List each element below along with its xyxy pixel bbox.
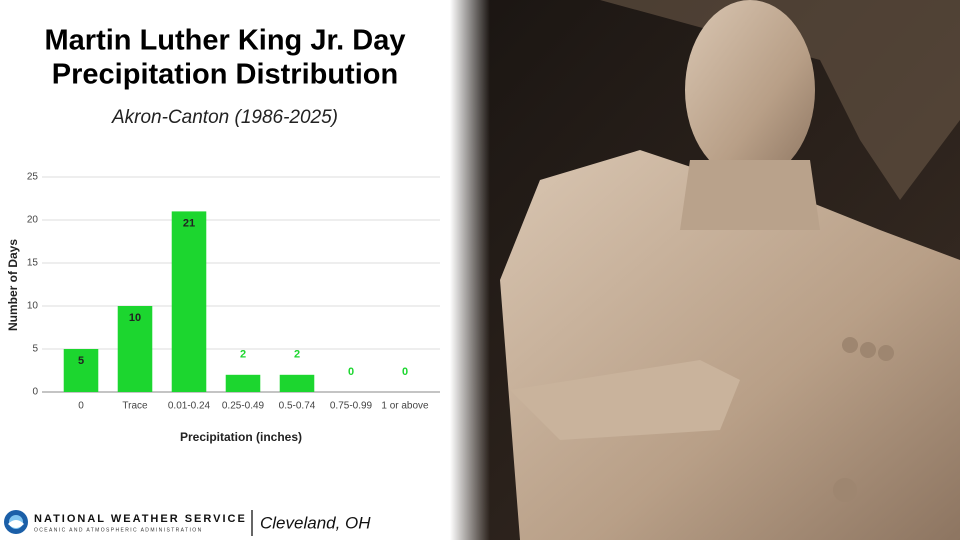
y-axis-title: Number of Days — [6, 239, 20, 331]
y-tick-label: 10 — [27, 301, 39, 312]
y-tick-label: 15 — [27, 258, 39, 269]
x-tick-label: Trace — [122, 401, 148, 412]
agency-subname: OCEANIC AND ATMOSPHERIC ADMINISTRATION — [34, 527, 203, 533]
nws-logo — [4, 510, 28, 534]
agency-name: NATIONAL WEATHER SERVICE — [34, 513, 247, 525]
chart-subtitle: Akron-Canton (1986-2025) — [111, 107, 338, 128]
chart-title: Precipitation Distribution — [52, 59, 398, 91]
value-label: 5 — [78, 355, 84, 367]
bar — [63, 349, 99, 392]
x-tick-label: 0.01-0.24 — [168, 401, 211, 412]
y-tick-label: 0 — [32, 387, 38, 398]
value-label: 0 — [402, 366, 408, 378]
x-tick-label: 0.5-0.74 — [279, 401, 316, 412]
value-label: 21 — [183, 217, 195, 229]
y-tick-label: 20 — [27, 215, 39, 226]
value-label: 0 — [348, 366, 354, 378]
y-tick-label: 25 — [27, 172, 39, 183]
value-label: 2 — [294, 349, 300, 361]
bar — [171, 211, 207, 392]
bar — [225, 374, 261, 392]
office-name: Cleveland, OH — [260, 513, 371, 532]
bar — [279, 374, 315, 392]
x-axis-title: Precipitation (inches) — [180, 430, 302, 444]
x-tick-label: 1 or above — [381, 401, 429, 412]
statue-photo — [450, 0, 960, 540]
value-label: 10 — [129, 312, 141, 324]
chart-title: Martin Luther King Jr. Day — [45, 25, 406, 57]
value-label: 2 — [240, 349, 246, 361]
x-tick-label: 0.25-0.49 — [222, 401, 265, 412]
x-tick-label: 0 — [78, 401, 84, 412]
y-tick-label: 5 — [32, 344, 38, 355]
x-tick-label: 0.75-0.99 — [330, 401, 373, 412]
bar — [117, 306, 153, 392]
